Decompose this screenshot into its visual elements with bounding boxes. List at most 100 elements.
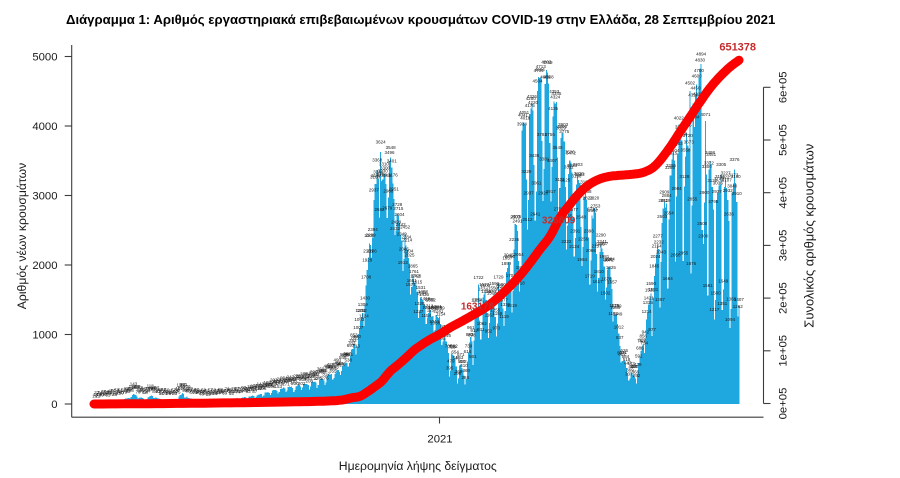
svg-text:2951: 2951 bbox=[389, 187, 400, 192]
svg-text:2349: 2349 bbox=[397, 232, 408, 237]
svg-text:55: 55 bbox=[170, 389, 176, 394]
svg-text:853: 853 bbox=[350, 332, 358, 337]
svg-text:60: 60 bbox=[211, 387, 217, 392]
svg-text:2710: 2710 bbox=[587, 207, 598, 212]
svg-text:2565: 2565 bbox=[562, 213, 573, 218]
svg-text:221: 221 bbox=[278, 379, 286, 384]
svg-text:3829: 3829 bbox=[556, 126, 567, 131]
svg-text:43: 43 bbox=[167, 390, 173, 395]
svg-text:4608: 4608 bbox=[544, 75, 555, 80]
svg-text:Συνολικός αριθμός κρουσμάτων: Συνολικός αριθμός κρουσμάτων bbox=[802, 144, 817, 328]
svg-text:155: 155 bbox=[179, 382, 187, 387]
svg-text:441: 441 bbox=[628, 364, 636, 369]
svg-text:2512: 2512 bbox=[522, 217, 533, 222]
svg-text:846: 846 bbox=[444, 333, 452, 338]
svg-text:35: 35 bbox=[105, 392, 111, 397]
svg-text:75: 75 bbox=[227, 388, 233, 393]
svg-text:3624: 3624 bbox=[376, 140, 387, 145]
svg-text:1535: 1535 bbox=[495, 287, 506, 292]
svg-text:2604: 2604 bbox=[394, 212, 405, 217]
svg-text:58: 58 bbox=[209, 391, 215, 396]
svg-text:4250: 4250 bbox=[526, 96, 537, 101]
svg-text:783: 783 bbox=[348, 340, 356, 345]
svg-text:158: 158 bbox=[268, 384, 276, 389]
svg-text:3142: 3142 bbox=[714, 176, 725, 181]
svg-text:855: 855 bbox=[351, 335, 359, 340]
svg-text:2677: 2677 bbox=[568, 207, 579, 212]
svg-text:4018: 4018 bbox=[520, 116, 531, 121]
svg-text:51: 51 bbox=[204, 388, 210, 393]
svg-text:2855: 2855 bbox=[687, 196, 698, 201]
svg-text:1498: 1498 bbox=[418, 289, 429, 294]
svg-text:94: 94 bbox=[139, 388, 145, 393]
svg-text:3173: 3173 bbox=[728, 173, 739, 178]
svg-text:57: 57 bbox=[171, 388, 177, 393]
svg-text:51: 51 bbox=[110, 390, 116, 395]
svg-text:3061: 3061 bbox=[531, 181, 542, 186]
svg-text:108: 108 bbox=[133, 384, 141, 389]
svg-text:739: 739 bbox=[465, 343, 473, 348]
svg-text:1336: 1336 bbox=[500, 302, 511, 307]
svg-text:1257: 1257 bbox=[427, 307, 438, 312]
svg-text:2025: 2025 bbox=[404, 253, 415, 258]
svg-text:4600: 4600 bbox=[692, 74, 703, 79]
svg-text:48: 48 bbox=[199, 392, 205, 397]
svg-text:3036: 3036 bbox=[713, 181, 724, 186]
svg-text:4326: 4326 bbox=[688, 93, 699, 98]
svg-text:16: 16 bbox=[92, 394, 98, 399]
svg-text:1275: 1275 bbox=[609, 303, 620, 308]
svg-text:234: 234 bbox=[280, 375, 288, 380]
svg-text:280: 280 bbox=[296, 374, 304, 379]
svg-text:286: 286 bbox=[301, 375, 309, 380]
svg-text:59: 59 bbox=[201, 388, 207, 393]
svg-text:2241: 2241 bbox=[597, 239, 608, 244]
svg-text:2932: 2932 bbox=[723, 188, 734, 193]
svg-text:93: 93 bbox=[243, 387, 249, 392]
svg-text:1500: 1500 bbox=[711, 291, 722, 296]
svg-text:2432: 2432 bbox=[390, 226, 401, 231]
svg-text:69: 69 bbox=[219, 390, 225, 395]
svg-text:3122: 3122 bbox=[719, 175, 730, 180]
svg-text:169: 169 bbox=[262, 382, 270, 387]
svg-text:2654: 2654 bbox=[664, 210, 675, 215]
svg-text:2024: 2024 bbox=[650, 254, 661, 259]
svg-text:1214: 1214 bbox=[642, 309, 653, 314]
svg-text:4320: 4320 bbox=[693, 91, 704, 96]
svg-text:3128: 3128 bbox=[679, 174, 690, 179]
svg-text:78: 78 bbox=[135, 389, 141, 394]
svg-text:62: 62 bbox=[220, 389, 226, 394]
svg-text:336: 336 bbox=[320, 368, 328, 373]
svg-text:3227: 3227 bbox=[721, 171, 732, 176]
svg-text:83: 83 bbox=[137, 387, 143, 392]
svg-text:4051: 4051 bbox=[519, 110, 530, 115]
svg-text:2086: 2086 bbox=[399, 247, 410, 252]
svg-text:1577: 1577 bbox=[406, 282, 417, 287]
svg-text:197: 197 bbox=[283, 378, 291, 383]
svg-text:492: 492 bbox=[459, 359, 467, 364]
svg-text:827: 827 bbox=[638, 337, 646, 342]
svg-text:82: 82 bbox=[188, 386, 194, 391]
svg-text:490: 490 bbox=[333, 358, 341, 363]
svg-text:1354: 1354 bbox=[472, 298, 483, 303]
svg-text:692: 692 bbox=[450, 344, 458, 349]
svg-text:139: 139 bbox=[131, 385, 139, 390]
svg-text:118: 118 bbox=[147, 383, 155, 388]
svg-text:131: 131 bbox=[267, 383, 275, 388]
svg-text:51: 51 bbox=[221, 388, 227, 393]
svg-text:2277: 2277 bbox=[653, 233, 664, 238]
svg-text:54: 54 bbox=[202, 391, 208, 396]
svg-text:75: 75 bbox=[231, 386, 237, 391]
svg-text:1531: 1531 bbox=[648, 287, 659, 292]
svg-text:93: 93 bbox=[138, 385, 144, 390]
svg-text:64: 64 bbox=[216, 390, 222, 395]
svg-text:35: 35 bbox=[101, 389, 107, 394]
svg-text:261: 261 bbox=[293, 374, 301, 379]
svg-text:977: 977 bbox=[648, 327, 656, 332]
svg-text:686: 686 bbox=[636, 346, 644, 351]
svg-text:518: 518 bbox=[623, 357, 631, 362]
svg-text:47: 47 bbox=[108, 388, 114, 393]
svg-text:622: 622 bbox=[618, 352, 626, 357]
svg-text:2284: 2284 bbox=[401, 235, 412, 240]
svg-text:1241: 1241 bbox=[433, 309, 444, 314]
svg-text:491: 491 bbox=[335, 361, 343, 366]
